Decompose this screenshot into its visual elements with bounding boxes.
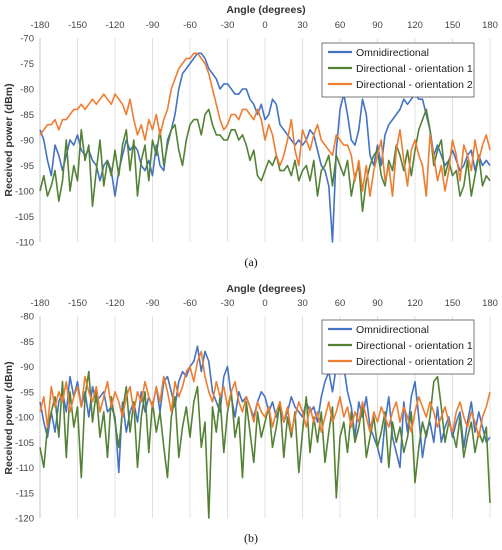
y-tick-label: -105	[15, 212, 34, 223]
x-tick-label: -180	[30, 298, 49, 309]
x-tick-label: -120	[105, 20, 124, 31]
series-line-directional-orientation-1	[39, 108, 491, 213]
y-tick-label: -100	[15, 413, 34, 424]
x-tick-label: -60	[183, 298, 197, 309]
y-tick-label: -110	[16, 463, 34, 474]
y-tick-label: -90	[20, 136, 34, 147]
x-tick-label: 150	[445, 298, 461, 309]
y-tick-label: -105	[15, 438, 34, 449]
y-tick-label: -120	[15, 514, 34, 525]
x-tick-label: -30	[221, 20, 235, 31]
y-tick-label: -80	[20, 312, 34, 323]
caption-a: (a)	[244, 255, 257, 269]
x-tick-label: -180	[30, 20, 49, 31]
y-tick-label: -75	[20, 59, 34, 70]
x-axis-title-b: Angle (degrees)	[226, 283, 305, 295]
x-tick-label: 180	[482, 20, 498, 31]
y-tick-label: -100	[15, 187, 34, 198]
legend-box-b	[321, 319, 475, 375]
y-tick-label: -80	[20, 85, 34, 96]
x-tick-labels-b: -180 -150 -120 -90 -60 -30 0 30 60 90 120 150 180	[30, 298, 497, 309]
series-line-directional-orientation-2	[39, 350, 491, 439]
legend-a: Omnidirectional Directional - orientatio…	[321, 42, 475, 98]
y-tick-label: -85	[20, 110, 34, 121]
x-tick-label: -90	[146, 20, 160, 31]
legend-label-orientation2-a: Directional - orientation 2	[356, 79, 473, 91]
y-axis-title-b: Received power (dBm)	[3, 361, 15, 474]
x-tick-label: -30	[221, 298, 235, 309]
x-tick-label: 90	[372, 298, 383, 309]
x-tick-label: 120	[407, 298, 423, 309]
x-tick-label: -90	[146, 298, 160, 309]
x-tick-label: 30	[297, 20, 308, 31]
y-tick-label: -85	[20, 337, 34, 348]
y-tick-label: -90	[20, 362, 34, 373]
y-axis-title-a: Received power (dBm)	[3, 83, 15, 196]
x-tick-label: -150	[68, 20, 87, 31]
chart-panel-a: Angle (degrees) -180 -150 -120 -90 -60 -30 0 30…	[3, 4, 498, 269]
x-tick-label: 0	[262, 20, 267, 31]
x-tick-label: 30	[297, 298, 308, 309]
legend-label-orientation2-b: Directional - orientation 2	[356, 356, 473, 368]
y-tick-labels-b: -80 -85 -90 -95 -100 -105 -110 -115 -120	[15, 312, 34, 525]
y-tick-labels-a: -70 -75 -80 -85 -90 -95 -100 -105 -110	[15, 34, 34, 249]
y-tick-label: -70	[20, 34, 34, 45]
legend-b: Omnidirectional Directional - orientatio…	[321, 319, 475, 375]
y-tick-label: -115	[16, 488, 34, 499]
x-tick-label: 120	[407, 20, 423, 31]
caption-b: (b)	[244, 531, 258, 545]
y-tick-label: -95	[20, 161, 34, 172]
series-line-directional-orientation-1	[39, 370, 491, 519]
y-tick-label: -110	[16, 238, 34, 249]
legend-label-orientation1-a: Directional - orientation 1	[356, 63, 473, 75]
x-tick-label: 60	[335, 298, 346, 309]
legend-label-omnidirectional-b: Omnidirectional	[356, 324, 429, 336]
x-tick-label: 0	[262, 298, 267, 309]
x-tick-label: 90	[372, 20, 383, 31]
x-tick-label: -120	[105, 298, 124, 309]
x-tick-label: -60	[183, 20, 197, 31]
series-line-directional-orientation-2	[39, 52, 491, 197]
x-tick-label: 60	[335, 20, 346, 31]
x-tick-label: 150	[445, 20, 461, 31]
series-lines-b	[39, 345, 491, 519]
y-tick-label: -95	[20, 387, 34, 398]
x-tick-label: -150	[68, 298, 87, 309]
legend-label-omnidirectional-a: Omnidirectional	[356, 47, 429, 59]
x-axis-title-a: Angle (degrees)	[226, 4, 305, 16]
legend-label-orientation1-b: Directional - orientation 1	[356, 340, 473, 352]
x-tick-labels-a: -180 -150 -120 -90 -60 -30 0 30 60 90 120 150 180	[30, 20, 497, 31]
chart-panel-b: Angle (degrees) -180 -150 -120 -90 -60 -30 0 30…	[3, 283, 498, 545]
x-tick-label: 180	[482, 298, 498, 309]
